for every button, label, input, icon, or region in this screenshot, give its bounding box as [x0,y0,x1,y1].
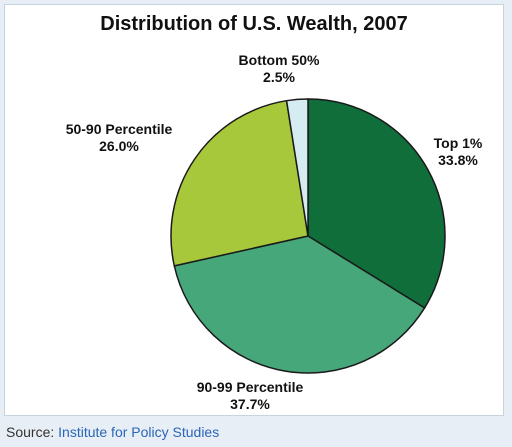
slice-label-top-1-value: 33.8% [438,152,478,168]
slice-label-90-99-value: 37.7% [230,396,270,412]
slice-label-50-90-value: 26.0% [99,138,139,154]
pie-slice-1 [173,235,426,374]
slice-label-50-90-name: 50-90 Percentile [65,121,173,137]
source-line: Source: Institute for Policy Studies [6,424,219,440]
chart-panel: Distribution of U.S. Wealth, 2007 Top 1%… [4,4,504,416]
chart-title: Distribution of U.S. Wealth, 2007 [100,13,408,35]
pie-slice-2 [170,99,309,267]
pie-slice-3 [285,98,309,237]
pie-slice-0 [307,98,446,309]
source-link[interactable]: Institute for Policy Studies [58,424,220,440]
slice-label-bottom-50: Bottom 50% 2.5% [224,52,334,86]
slice-label-bottom-50-name: Bottom 50% [238,52,320,68]
slice-label-top-1-name: Top 1% [433,135,483,151]
pie-chart [170,98,446,374]
slice-label-50-90: 50-90 Percentile 26.0% [49,121,189,155]
slice-label-90-99: 90-99 Percentile 37.7% [160,379,340,413]
source-prefix: Source: [6,424,55,440]
slice-label-top-1: Top 1% 33.8% [423,135,493,169]
slice-label-bottom-50-value: 2.5% [263,69,295,85]
slice-label-90-99-name: 90-99 Percentile [196,379,304,395]
